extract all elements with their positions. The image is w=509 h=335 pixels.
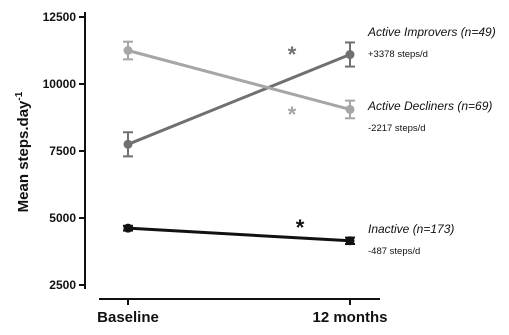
data-point — [345, 50, 355, 60]
data-point — [123, 46, 133, 55]
series-1: Active Decliners (n=69) -2217 steps/d * — [123, 40, 492, 134]
series-line — [127, 53, 351, 146]
y-tick-label: 2500 — [49, 278, 76, 292]
series-0: Active Improvers (n=49) +3378 steps/d * — [123, 25, 496, 158]
y-tick-label: 12500 — [43, 10, 77, 24]
y-tick-label: 10000 — [43, 77, 77, 91]
series-layer: Active Improvers (n=49)+3378 steps/d*Act… — [123, 25, 496, 257]
significance-star: * — [288, 42, 297, 67]
x-tick-label: 12 months — [312, 309, 387, 326]
series-change-label: +3378 steps/d — [368, 49, 428, 60]
data-point — [123, 139, 133, 149]
y-axis-title: Mean steps.day-1 — [14, 91, 32, 212]
series-change-label: -487 steps/d — [368, 246, 420, 257]
x-tick-label: Baseline — [97, 309, 159, 326]
series-2: Inactive (n=173) -487 steps/d * — [123, 215, 454, 257]
y-axis-title-superscript: -1 — [14, 91, 25, 100]
data-point — [345, 236, 355, 246]
series-change-label: -2217 steps/d — [368, 123, 426, 134]
x-ticks: Baseline 12 months — [97, 299, 388, 326]
significance-star: * — [296, 215, 305, 240]
y-ticks: 2500 5000 7500 10000 12500 — [43, 10, 85, 292]
series-name-label: Active Improvers (n=49) — [367, 25, 496, 39]
series-line — [127, 49, 351, 111]
y-tick-label: 7500 — [49, 144, 76, 158]
data-point — [345, 104, 355, 114]
y-tick-label: 5000 — [49, 211, 76, 225]
series-line — [127, 226, 351, 243]
y-axis-title-main: Mean steps.day — [15, 100, 32, 212]
series-name-label: Inactive (n=173) — [368, 222, 454, 236]
series-name-label: Active Decliners (n=69) — [367, 99, 492, 113]
significance-star: * — [288, 102, 297, 127]
data-point — [123, 223, 133, 233]
